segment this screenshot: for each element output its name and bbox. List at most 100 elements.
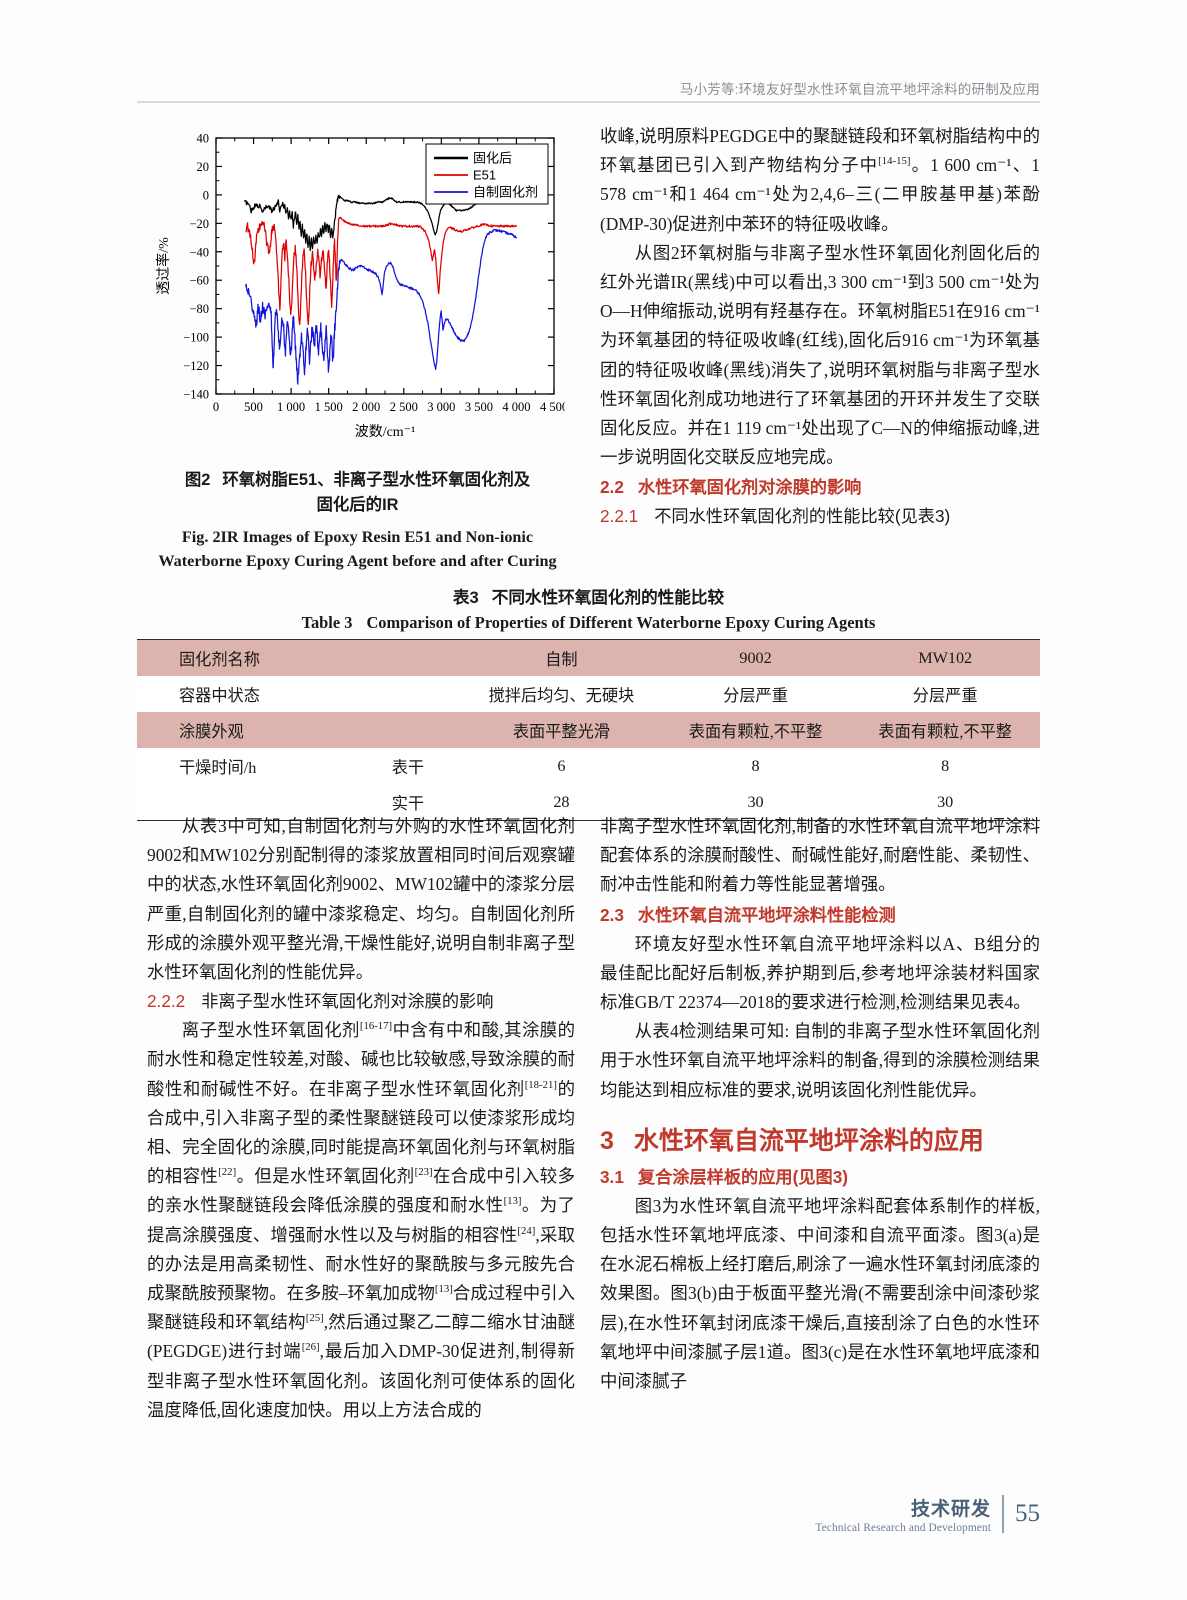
figure-caption-cn-label: 图2 bbox=[184, 471, 211, 489]
paragraph-rb2: 环境友好型水性环氧自流平地坪涂料以A、B组分的最佳配比配好后制板,养护期到后,参… bbox=[600, 933, 1040, 1013]
footer-section-en: Technical Research and Development bbox=[815, 1522, 991, 1534]
table-3: 固化剂名称 自制 9002 MW102 容器中状态 搅拌后均匀、无硬块 分层严重 分层严重 涂膜… bbox=[137, 639, 1040, 821]
y-tick-label: −140 bbox=[183, 388, 209, 402]
x-tick-label: 2 500 bbox=[390, 400, 418, 414]
figure-caption-en-line1: IR Images of Epoxy Resin E51 and Non-ion… bbox=[220, 528, 534, 546]
heading-2-2-1-title: 不同水性环氧固化剂的性能比较(见表3) bbox=[654, 506, 951, 527]
x-tick-label: 3 500 bbox=[465, 400, 493, 414]
right-column-bottom: 非离子型水性环氧固化剂,制备的水性环氧自流平地坪涂料配套体系的涂膜耐酸性、耐碱性… bbox=[600, 812, 1040, 1396]
paragraph-rb1: 非离子型水性环氧固化剂,制备的水性环氧自流平地坪涂料配套体系的涂膜耐酸性、耐碱性… bbox=[600, 816, 1040, 895]
table-cell-subitem bbox=[353, 676, 463, 712]
table-cell-label bbox=[137, 784, 354, 821]
figure-caption-en-label: Fig. 2 bbox=[181, 528, 221, 546]
table-cell-mw102: 表面有颗粒,不平整 bbox=[850, 712, 1040, 748]
table-cell-9002: 分层严重 bbox=[660, 676, 851, 712]
right-column-top: 收峰,说明原料PEGDGE中的聚醚链段和环氧树脂结构中的环氧基团已引入到产物结构… bbox=[600, 122, 1040, 531]
figure-caption-en-line2: Waterborne Epoxy Curing Agent before and… bbox=[158, 552, 557, 570]
legend-label-3: 自制固化剂 bbox=[473, 185, 538, 200]
y-tick-label: −60 bbox=[189, 274, 209, 288]
y-tick-label: −80 bbox=[189, 302, 209, 316]
heading-3-1: 3.1 复合涂层样板的应用(见图3) bbox=[600, 1163, 1040, 1192]
figure-caption-cn-line1: 环氧树脂E51、非离子型水性环氧固化剂及 bbox=[222, 471, 531, 489]
table-title-en-text: Comparison of Properties of Different Wa… bbox=[366, 613, 876, 632]
table-3-block: 表3 不同水性环氧固化剂的性能比较 Table 3 Comparison of Pr… bbox=[137, 584, 1040, 821]
x-tick-label: 4 500 bbox=[540, 400, 565, 414]
table-cell-subitem bbox=[353, 712, 463, 748]
figure-2: 0 500 1 000 1 500 2 000 2 500 3 000 3 500 4 000 4… bbox=[150, 122, 568, 573]
table-cell-subitem bbox=[353, 639, 463, 676]
table-row: 涂膜外观 表面平整光滑 表面有颗粒,不平整 表面有颗粒,不平整 bbox=[137, 712, 1040, 748]
heading-2-2-1: 2.2.1 不同水性环氧固化剂的性能比较(见表3) bbox=[600, 502, 1040, 531]
table-cell-zizhi: 搅拌后均匀、无硬块 bbox=[462, 676, 661, 712]
x-tick-label: 3 000 bbox=[427, 400, 455, 414]
table-cell-mw102: MW102 bbox=[850, 639, 1040, 676]
table-title-en-label: Table 3 bbox=[301, 613, 353, 632]
x-tick-label: 0 bbox=[213, 400, 219, 414]
series-line-1 bbox=[243, 185, 518, 252]
heading-2-2-2-title: 非离子型水性环氧固化剂对涂膜的影响 bbox=[201, 991, 494, 1012]
heading-3: 3 水性环氧自流平地坪涂料的应用 bbox=[600, 1121, 1040, 1161]
table-cell-9002: 30 bbox=[660, 784, 851, 821]
table-cell-mw102: 8 bbox=[850, 748, 1040, 784]
heading-2-3: 2.3 水性环氧自流平地坪涂料性能检测 bbox=[600, 901, 1040, 930]
table-cell-label: 涂膜外观 bbox=[137, 712, 354, 748]
table-title-en: Table 3 Comparison of Properties of Diffe… bbox=[137, 613, 1040, 633]
figure-caption-cn-line2: 固化后的IR bbox=[316, 496, 399, 514]
table-cell-zizhi: 自制 bbox=[462, 639, 661, 676]
table-title-cn: 表3 不同水性环氧固化剂的性能比较 bbox=[137, 584, 1040, 608]
figure-caption-cn: 图2 环氧树脂E51、非离子型水性环氧固化剂及 固化后的IR bbox=[150, 467, 565, 518]
table-cell-label: 容器中状态 bbox=[137, 676, 354, 712]
table-cell-zizhi: 6 bbox=[462, 748, 661, 784]
y-tick-label: −40 bbox=[189, 245, 209, 259]
heading-2-3-number: 2.3 bbox=[600, 904, 624, 925]
heading-2-2-2-number: 2.2.2 bbox=[147, 991, 186, 1012]
series-line-3 bbox=[245, 228, 518, 385]
x-tick-label: 500 bbox=[244, 400, 263, 414]
paragraph-r2: 从图2环氧树脂与非离子型水性环氧固化剂固化后的红外光谱IR(黑线)中可以看出,3… bbox=[600, 242, 1040, 468]
legend-label-1: 固化后 bbox=[473, 151, 512, 166]
series-line-2 bbox=[245, 216, 518, 326]
left-column-bottom: 从表3中可知,自制固化剂与外购的水性环氧固化剂9002和MW102分别配制得的漆… bbox=[147, 812, 575, 1425]
y-tick-label: −100 bbox=[183, 331, 209, 345]
x-tick-label: 1 000 bbox=[277, 400, 305, 414]
paragraph-l1: 从表3中可知,自制固化剂与外购的水性环氧固化剂9002和MW102分别配制得的漆… bbox=[147, 816, 575, 983]
y-tick-label: 40 bbox=[197, 132, 210, 146]
table-cell-subitem: 表干 bbox=[353, 748, 463, 784]
y-tick-label: −120 bbox=[183, 359, 209, 373]
heading-2-2-number: 2.2 bbox=[600, 477, 624, 498]
page-number: 55 bbox=[1015, 1500, 1040, 1527]
heading-3-number: 3 bbox=[600, 1126, 614, 1155]
table-cell-subitem: 实干 bbox=[353, 784, 463, 821]
footer-divider bbox=[1002, 1495, 1004, 1533]
y-tick-label: −20 bbox=[189, 217, 209, 231]
table-cell-label: 干燥时间/h bbox=[137, 748, 354, 784]
heading-3-title: 水性环氧自流平地坪涂料的应用 bbox=[633, 1126, 984, 1155]
figure-caption-en: Fig. 2IR Images of Epoxy Resin E51 and N… bbox=[150, 525, 565, 573]
table-cell-9002: 表面有颗粒,不平整 bbox=[660, 712, 851, 748]
x-tick-label: 1 500 bbox=[315, 400, 343, 414]
legend-label-2: E51 bbox=[473, 168, 496, 183]
paragraph-rb4: 图3为水性环氧自流平地坪涂料配套体系制作的样板,包括水性环氧地坪底漆、中间漆和自… bbox=[600, 1195, 1040, 1392]
table-cell-zizhi: 表面平整光滑 bbox=[462, 712, 661, 748]
y-tick-label: 20 bbox=[197, 160, 210, 174]
table-cell-mw102: 分层严重 bbox=[850, 676, 1040, 712]
table-row: 干燥时间/h 表干 6 8 8 bbox=[137, 748, 1040, 784]
table-title-cn-text: 不同水性环氧固化剂的性能比较 bbox=[491, 588, 725, 607]
paragraph-rb3: 从表4检测结果可知: 自制的非离子型水性环氧固化剂用于水性环氧自流平地坪涂料的制… bbox=[600, 1021, 1040, 1100]
paragraph-l2: 离子型水性环氧固化剂[16-17]中含有中和酸,其涂膜的耐水性和稳定性较差,对酸… bbox=[147, 1020, 575, 1420]
heading-3-1-title: 复合涂层样板的应用(见图3) bbox=[637, 1166, 848, 1187]
table-cell-label: 固化剂名称 bbox=[137, 639, 354, 676]
legend-box bbox=[425, 143, 549, 205]
x-tick-label: 2 000 bbox=[352, 400, 380, 414]
y-axis-label: 透过率/% bbox=[155, 237, 172, 295]
heading-2-2-title: 水性环氧固化剂对涂膜的影响 bbox=[637, 477, 862, 498]
table-cell-9002: 8 bbox=[660, 748, 851, 784]
heading-3-1-number: 3.1 bbox=[600, 1166, 624, 1187]
table-cell-9002: 9002 bbox=[660, 639, 851, 676]
running-head-rule bbox=[137, 101, 1040, 103]
x-tick-label: 4 000 bbox=[502, 400, 530, 414]
paragraph-r1: 收峰,说明原料PEGDGE中的聚醚链段和环氧树脂结构中的环氧基团已引入到产物结构… bbox=[600, 126, 1040, 234]
page-footer: 技术研发 Technical Research and Development … bbox=[700, 1494, 1040, 1534]
table-cell-zizhi: 28 bbox=[462, 784, 661, 821]
table-row: 容器中状态 搅拌后均匀、无硬块 分层严重 分层严重 bbox=[137, 676, 1040, 712]
